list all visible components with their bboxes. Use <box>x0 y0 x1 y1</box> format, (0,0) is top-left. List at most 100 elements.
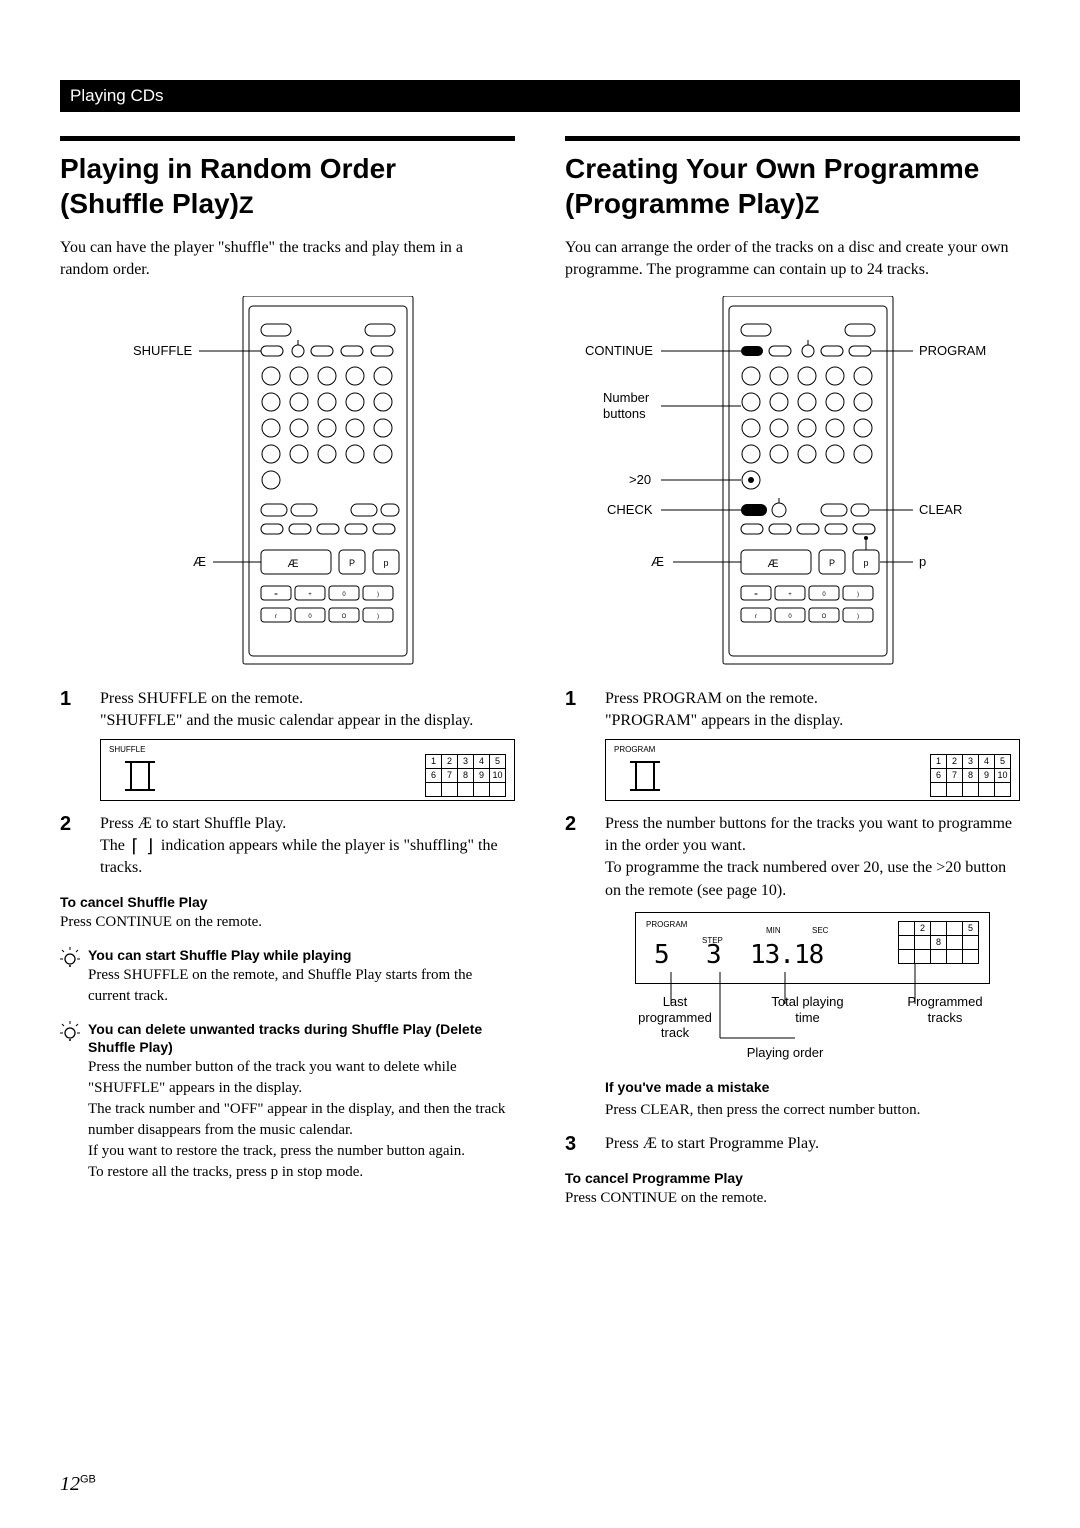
display-program: PROGRAM 12345 678910 <box>605 739 1020 801</box>
svg-text:=: = <box>274 592 278 598</box>
page-num-value: 12 <box>60 1473 80 1495</box>
tip2: You can delete unwanted tracks during Sh… <box>60 1021 515 1183</box>
shuffle-glyph: ⌈ ⌋ <box>129 836 157 856</box>
tip2-b1: Press the number button of the track you… <box>88 1059 457 1096</box>
svg-text:): ) <box>377 614 379 620</box>
tip-icon <box>60 1021 80 1183</box>
r-step1-a: Press PROGRAM on the remote. <box>605 690 818 707</box>
svg-text:P: P <box>828 558 834 568</box>
svg-text:0: 0 <box>308 614 312 620</box>
remote-diagram-right: Æ P p = + 0 ) <box>565 296 1020 666</box>
display-label: SHUFFLE <box>109 744 145 755</box>
remote-icon: Z <box>239 192 254 219</box>
display-shuffle: SHUFFLE 12345 678910 <box>100 739 515 801</box>
calendar-grid: 12345 678910 <box>425 754 506 797</box>
svg-text:O: O <box>821 614 826 620</box>
right-step3: 3 Press Æ to start Programme Play. <box>565 1133 1020 1156</box>
left-column: Playing in Random Order (Shuffle Play)Z … <box>60 136 515 1209</box>
mistake-b: Press CLEAR, then press the correct numb… <box>605 1102 920 1118</box>
tip1-b: Press SHUFFLE on the remote, and Shuffle… <box>88 967 472 1004</box>
annotation-lines <box>635 912 1035 1052</box>
svg-text:SHUFFLE: SHUFFLE <box>133 343 193 358</box>
svg-text:CLEAR: CLEAR <box>919 502 962 517</box>
tip-icon <box>60 947 80 1007</box>
svg-text:0: 0 <box>342 592 346 598</box>
page-sup: GB <box>80 1473 96 1485</box>
svg-text:p: p <box>863 558 868 568</box>
step2-a: Press Æ to start Shuffle Play. <box>100 815 286 832</box>
tip2-h: You can delete unwanted tracks during Sh… <box>88 1021 482 1055</box>
remote-diagram-left: Æ P p = + 0 ) <box>60 296 515 666</box>
svg-text:>20: >20 <box>629 472 651 487</box>
calendar-grid: 12345 678910 <box>930 754 1011 797</box>
svg-text:): ) <box>857 592 859 598</box>
svg-text:p: p <box>919 554 926 569</box>
svg-text:): ) <box>857 614 859 620</box>
svg-text:Æ: Æ <box>193 554 206 569</box>
tip2-b4: To restore all the tracks, press p in st… <box>88 1164 363 1180</box>
tip1-h: You can start Shuffle Play while playing <box>88 947 351 963</box>
right-step2: 2 Press the number buttons for the track… <box>565 813 1020 1122</box>
svg-text:O: O <box>341 614 346 620</box>
svg-text:+: + <box>788 592 792 598</box>
left-step1: 1 Press SHUFFLE on the remote. "SHUFFLE"… <box>60 688 515 801</box>
step2-b-pre: The <box>100 837 129 854</box>
step-number: 1 <box>60 688 82 801</box>
right-step1: 1 Press PROGRAM on the remote. "PROGRAM"… <box>565 688 1020 801</box>
mistake-h: If you've made a mistake <box>605 1079 769 1095</box>
svg-text:Number: Number <box>603 390 650 405</box>
remote-icon: Z <box>805 192 820 219</box>
svg-text:P: P <box>348 558 354 568</box>
step1-b: "SHUFFLE" and the music calendar appear … <box>100 712 473 729</box>
cancel-prog-b: Press CONTINUE on the remote. <box>565 1190 767 1206</box>
svg-text:): ) <box>377 592 379 598</box>
page-number: 12GB <box>60 1473 96 1496</box>
tip2-b3: If you want to restore the track, press … <box>88 1143 465 1159</box>
svg-text:PROGRAM: PROGRAM <box>919 343 986 358</box>
step2-b-post: indication appears while the player is "… <box>100 837 498 876</box>
left-intro: You can have the player "shuffle" the tr… <box>60 237 515 282</box>
svg-text:r: r <box>755 614 757 620</box>
title-rule <box>565 136 1020 141</box>
svg-text:+: + <box>308 592 312 598</box>
tip2-b2: The track number and "OFF" appear in the… <box>88 1101 505 1138</box>
svg-text:0: 0 <box>822 592 826 598</box>
r-step2-a: Press the number buttons for the tracks … <box>605 815 1012 854</box>
step1-a: Press SHUFFLE on the remote. <box>100 690 303 707</box>
display-label: PROGRAM <box>614 744 655 755</box>
svg-text:⌋: ⌋ <box>145 836 156 856</box>
right-title-line1: Creating Your Own Programme <box>565 153 979 184</box>
left-title-line1: Playing in Random Order <box>60 153 396 184</box>
right-intro: You can arrange the order of the tracks … <box>565 237 1020 282</box>
svg-text:Æ: Æ <box>651 554 664 569</box>
svg-text:Æ: Æ <box>287 558 298 570</box>
title-rule <box>60 136 515 141</box>
step-number: 1 <box>565 688 587 801</box>
right-title-line2: (Programme Play) <box>565 188 805 219</box>
r-step2-b: To programme the track numbered over 20,… <box>605 859 1006 898</box>
svg-text:⌈: ⌈ <box>129 836 140 856</box>
svg-text:CONTINUE: CONTINUE <box>585 343 653 358</box>
cancel-shuffle-h: To cancel Shuffle Play <box>60 894 208 910</box>
r-step3: Press Æ to start Programme Play. <box>605 1135 819 1152</box>
step-number: 2 <box>565 813 587 1122</box>
svg-text:0: 0 <box>788 614 792 620</box>
svg-text:CHECK: CHECK <box>607 502 653 517</box>
svg-text:p: p <box>383 558 388 568</box>
svg-text:r: r <box>275 614 277 620</box>
section-header: Playing CDs <box>60 80 1020 112</box>
svg-text:=: = <box>754 592 758 598</box>
step-number: 2 <box>60 813 82 880</box>
svg-text:Æ: Æ <box>767 558 778 570</box>
left-title: Playing in Random Order (Shuffle Play)Z <box>60 151 515 221</box>
svg-text:buttons: buttons <box>603 406 646 421</box>
step-number: 3 <box>565 1133 587 1156</box>
cancel-shuffle-b: Press CONTINUE on the remote. <box>60 914 262 930</box>
right-title: Creating Your Own Programme (Programme P… <box>565 151 1020 221</box>
left-step2: 2 Press Æ to start Shuffle Play. The ⌈ ⌋… <box>60 813 515 880</box>
tip1: You can start Shuffle Play while playing… <box>60 947 515 1007</box>
right-column: Creating Your Own Programme (Programme P… <box>565 136 1020 1209</box>
r-step1-b: "PROGRAM" appears in the display. <box>605 712 843 729</box>
cancel-prog-h: To cancel Programme Play <box>565 1170 743 1186</box>
left-title-line2: (Shuffle Play) <box>60 188 239 219</box>
